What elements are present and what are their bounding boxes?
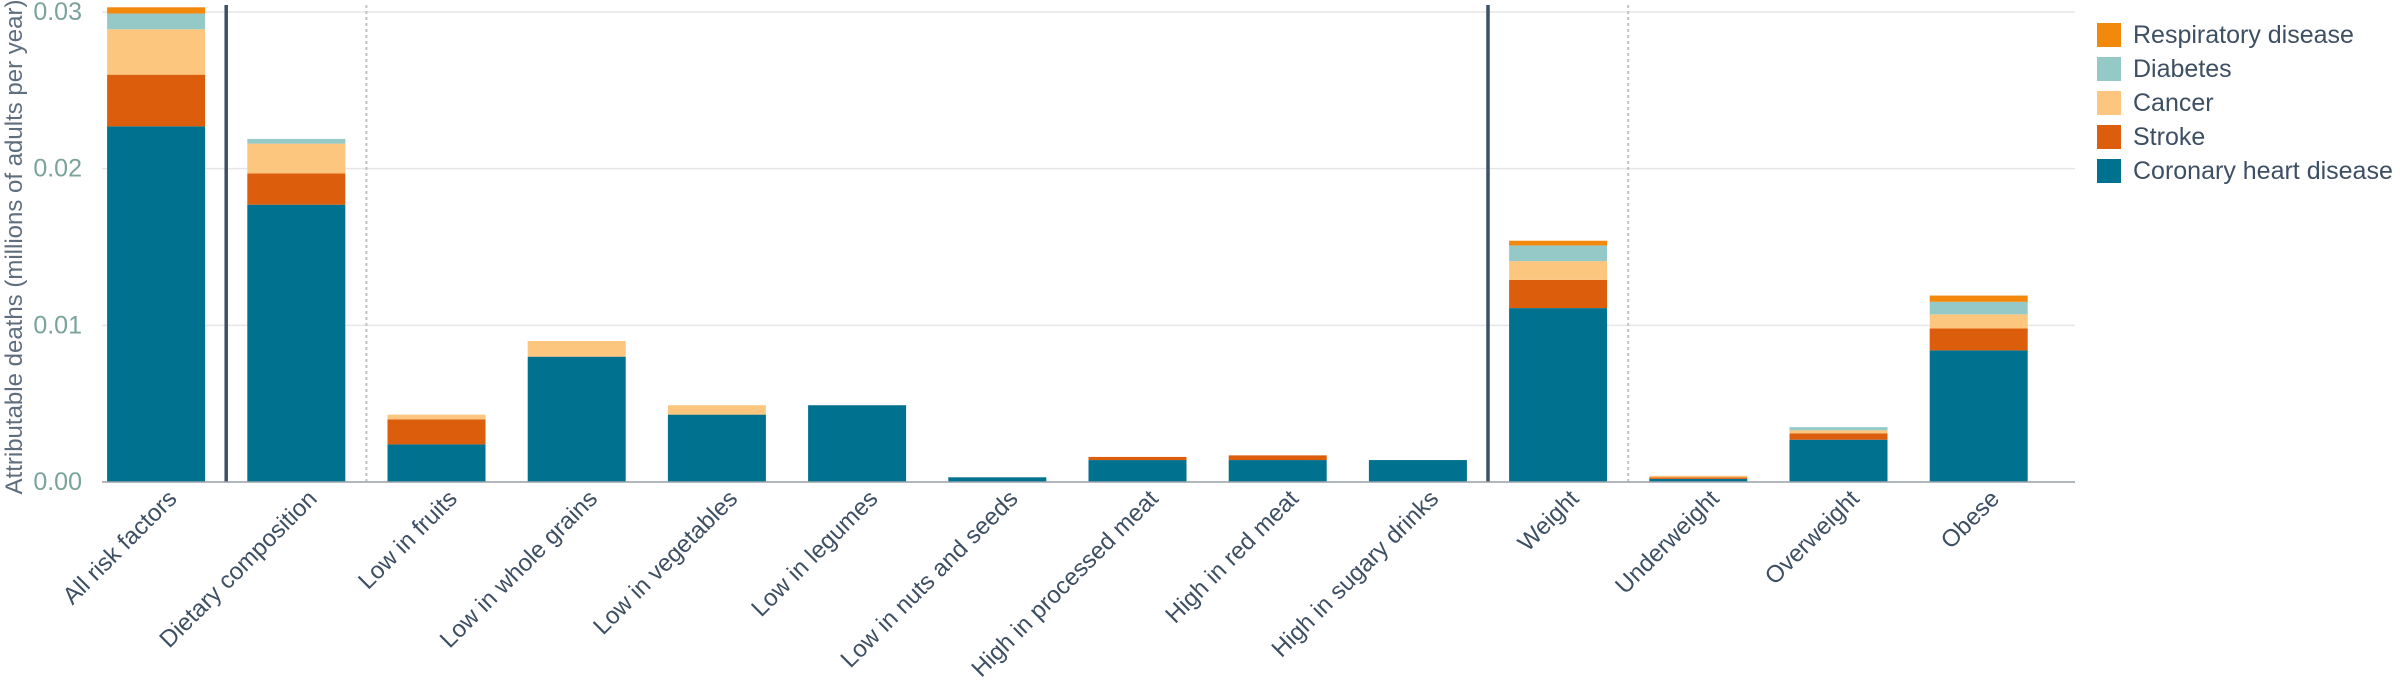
bar-dietary-composition-coronary-heart-disease: [247, 204, 346, 482]
x-tick-label: Underweight: [1610, 485, 1725, 600]
bar-obese-diabetes: [1929, 301, 2028, 315]
bar-stack-low-in-vegetables: [667, 405, 766, 482]
bar-dietary-composition-diabetes: [247, 138, 346, 144]
x-tick-label: Low in fruits: [353, 485, 463, 595]
legend-item-cancer: Cancer: [2097, 89, 2214, 117]
bar-low-in-fruits-stroke: [387, 419, 486, 445]
bar-obese-cancer: [1929, 314, 2028, 329]
bar-low-in-vegetables-coronary-heart-disease: [667, 414, 766, 482]
bar-stack-obese: [1929, 295, 2028, 482]
group-separators: [224, 5, 1630, 482]
legend-label: Stroke: [2133, 123, 2205, 151]
bars: [107, 7, 2028, 482]
bar-stack-high-in-processed-meat: [1088, 456, 1187, 482]
x-tick-label: Low in legumes: [746, 485, 883, 622]
bar-weight-diabetes: [1509, 245, 1608, 262]
bar-underweight-cancer: [1649, 475, 1748, 478]
bar-dietary-composition-cancer: [247, 143, 346, 174]
x-tick-label: High in red meat: [1160, 485, 1304, 629]
legend-swatch: [2097, 57, 2121, 81]
bar-underweight-stroke: [1649, 477, 1748, 479]
legend-swatch: [2097, 125, 2121, 149]
x-tick-label: Low in whole grains: [435, 485, 603, 653]
bar-low-in-whole-grains-coronary-heart-disease: [527, 356, 626, 482]
bar-underweight-coronary-heart-disease: [1649, 478, 1748, 482]
bar-overweight-stroke: [1789, 433, 1888, 440]
y-tick-label: 0.03: [33, 0, 82, 26]
bar-high-in-red-meat-stroke: [1228, 455, 1327, 461]
bar-high-in-sugary-drinks-coronary-heart-disease: [1368, 460, 1467, 482]
bar-weight-stroke: [1509, 279, 1608, 309]
bar-dietary-composition-stroke: [247, 173, 346, 205]
x-tick-label: Dietary composition: [154, 485, 322, 653]
y-tick-label: 0.02: [33, 155, 82, 183]
y-tick-label: 0.00: [33, 468, 82, 496]
x-tick-label: Overweight: [1760, 485, 1865, 590]
bar-all-risk-factors-stroke: [107, 74, 206, 127]
bar-stack-underweight: [1649, 475, 1748, 482]
legend: Respiratory disease Diabetes Cancer Stroke C…: [2097, 21, 2393, 185]
bar-high-in-red-meat-coronary-heart-disease: [1228, 460, 1327, 482]
legend-label: Coronary heart disease: [2133, 157, 2393, 185]
legend-swatch: [2097, 159, 2121, 183]
bar-weight-coronary-heart-disease: [1509, 308, 1608, 482]
y-axis-title: Attributable deaths (millions of adults …: [1, 0, 28, 494]
legend-item-respiratory-disease: Respiratory disease: [2097, 21, 2354, 49]
bar-all-risk-factors-respiratory-disease: [107, 7, 206, 14]
bar-stack-low-in-legumes: [808, 405, 907, 482]
legend-label: Respiratory disease: [2133, 21, 2354, 49]
legend-item-diabetes: Diabetes: [2097, 55, 2232, 83]
y-axis-ticks: 0.00 0.01 0.02 0.03: [33, 0, 82, 496]
x-tick-label: Obese: [1936, 485, 2005, 554]
x-tick-label: Weight: [1513, 485, 1585, 557]
bar-stack-low-in-nuts-and-seeds: [948, 477, 1047, 482]
bar-stack-all-risk-factors: [107, 7, 206, 482]
bar-overweight-coronary-heart-disease: [1789, 439, 1888, 482]
legend-swatch: [2097, 91, 2121, 115]
bar-low-in-whole-grains-cancer: [527, 341, 626, 357]
bar-stack-low-in-fruits: [387, 414, 486, 482]
bar-obese-stroke: [1929, 328, 2028, 351]
bar-overweight-cancer: [1789, 430, 1888, 434]
bar-low-in-legumes-coronary-heart-disease: [808, 405, 907, 482]
legend-item-coronary-heart-disease: Coronary heart disease: [2097, 157, 2393, 185]
bar-all-risk-factors-diabetes: [107, 13, 206, 30]
legend-label: Cancer: [2133, 89, 2214, 117]
bar-all-risk-factors-coronary-heart-disease: [107, 126, 206, 482]
legend-swatch: [2097, 23, 2121, 47]
bar-low-in-nuts-and-seeds-coronary-heart-disease: [948, 477, 1047, 482]
bar-low-in-fruits-coronary-heart-disease: [387, 444, 486, 482]
x-tick-label: All risk factors: [58, 485, 183, 610]
bar-stack-high-in-sugary-drinks: [1368, 460, 1467, 482]
bar-low-in-fruits-cancer: [387, 414, 486, 420]
bar-low-in-vegetables-cancer: [667, 405, 766, 415]
bar-high-in-processed-meat-coronary-heart-disease: [1088, 460, 1187, 482]
gridlines: [102, 11, 2075, 483]
bar-all-risk-factors-cancer: [107, 29, 206, 75]
y-tick-label: 0.01: [33, 311, 82, 339]
bar-stack-low-in-whole-grains: [527, 341, 626, 482]
bar-obese-coronary-heart-disease: [1929, 350, 2028, 482]
bar-weight-respiratory-disease: [1509, 240, 1608, 246]
bar-stack-weight: [1509, 240, 1608, 482]
bar-obese-respiratory-disease: [1929, 295, 2028, 302]
x-tick-label: Low in vegetables: [588, 485, 743, 640]
bar-stack-overweight: [1789, 427, 1888, 482]
legend-item-stroke: Stroke: [2097, 123, 2205, 151]
legend-label: Diabetes: [2133, 55, 2232, 83]
bar-stack-dietary-composition: [247, 138, 346, 482]
bar-high-in-processed-meat-stroke: [1088, 456, 1187, 461]
bar-overweight-diabetes: [1789, 427, 1888, 431]
bar-stack-high-in-red-meat: [1228, 455, 1327, 482]
bar-weight-cancer: [1509, 261, 1608, 280]
